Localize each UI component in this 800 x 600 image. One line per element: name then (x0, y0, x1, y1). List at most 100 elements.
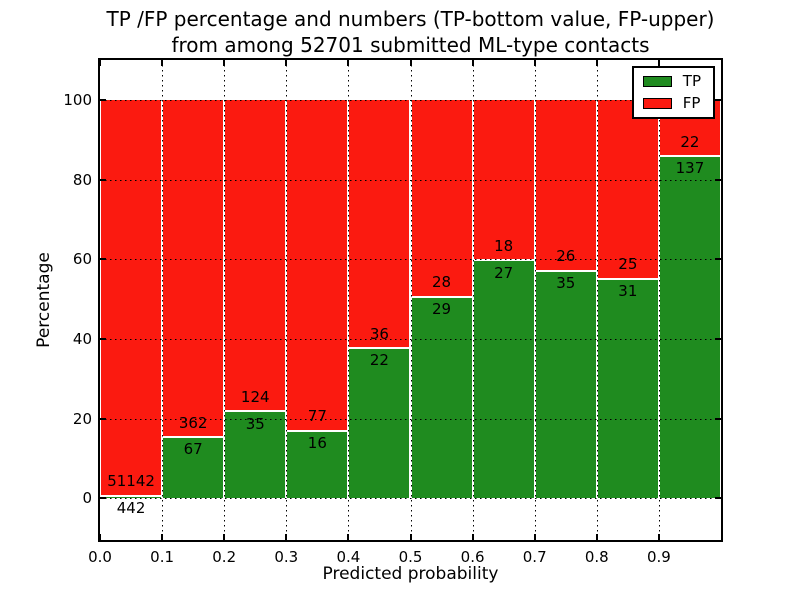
bar-tp-segment (348, 347, 411, 499)
bar-fp-segment (100, 99, 163, 495)
y-tick-mark-left (100, 337, 106, 340)
x-tick-label: 0.5 (398, 548, 423, 566)
x-gridline (596, 60, 598, 540)
x-tick-mark-top (595, 60, 598, 66)
bar-labels-layer: 51142 442 362 67 124 35 77 16 36 22 28 29 18 27 26 35 25… (100, 60, 721, 540)
x-gridline (286, 60, 288, 540)
bar-label-tp: 35 (245, 414, 265, 433)
bar-fp-segment (596, 99, 659, 278)
x-tick-label: 0.2 (212, 548, 237, 566)
x-tick-mark-top (471, 60, 474, 66)
x-gridline (224, 60, 226, 540)
bar-tp-segment (472, 259, 535, 499)
bar-fp-segment (286, 99, 349, 430)
x-tick-mark-top (99, 60, 101, 66)
bar-tp-segment (100, 494, 163, 499)
bar-fp-segment (410, 99, 473, 296)
plot-area: 51142 442 362 67 124 35 77 16 36 22 28 29 18 27 26 35 25… (98, 58, 723, 542)
bars-layer (100, 60, 721, 540)
bar-label-fp: 18 (494, 236, 514, 255)
chart-title: TP /FP percentage and numbers (TP-bottom… (100, 6, 721, 58)
legend-item-tp: TP (642, 72, 701, 90)
bar-label-tp: 27 (494, 263, 514, 282)
x-tick-mark-bottom (409, 534, 412, 540)
y-tick-label: 80 (72, 170, 92, 189)
x-tick-mark-top (347, 60, 350, 66)
bar-label-fp: 362 (178, 413, 208, 432)
bar-fp-segment (348, 99, 411, 348)
x-tick-mark-top (161, 60, 164, 66)
x-gridline (472, 60, 474, 540)
x-tick-label: 0.9 (646, 548, 671, 566)
chart-title-line1: TP /FP percentage and numbers (TP-bottom… (106, 7, 715, 31)
y-tick-label: 20 (72, 409, 92, 428)
y-tick-mark-right (715, 178, 721, 181)
y-tick-mark-right (715, 258, 721, 261)
x-tick-mark-top (533, 60, 536, 66)
y-tick-mark-left (100, 417, 106, 420)
legend-swatch-fp-icon (642, 98, 672, 109)
bar-tp-segment (658, 154, 721, 499)
x-tick-label: 0.4 (336, 548, 361, 566)
x-tick-mark-bottom (161, 534, 164, 540)
legend-label-fp: FP (682, 94, 701, 112)
y-tick-mark-left (100, 258, 106, 261)
y-tick-mark-right (715, 417, 721, 420)
bar-label-tp: 31 (618, 282, 638, 301)
bar-label-fp: 22 (680, 132, 700, 151)
y-tick-label: 40 (72, 329, 92, 348)
legend-label-tp: TP (682, 72, 701, 90)
bar-label-tp: 16 (307, 434, 327, 453)
bar-label-tp: 67 (183, 440, 203, 459)
x-tick-mark-bottom (471, 534, 474, 540)
x-gridline (410, 60, 412, 540)
x-gridline (348, 60, 350, 540)
y-tick-mark-left (100, 98, 106, 101)
x-tick-label: 0.3 (274, 548, 299, 566)
x-tick-mark-bottom (657, 534, 660, 540)
bar-fp-segment (162, 99, 225, 436)
bar-tp-segment (410, 295, 473, 499)
x-gridline (162, 60, 164, 540)
x-axis-label: Predicted probability (322, 564, 499, 584)
y-tick-mark-left (100, 497, 106, 500)
x-tick-label: 0.0 (88, 548, 112, 566)
bar-tp-segment (286, 429, 349, 499)
y-tick-mark-right (715, 98, 721, 101)
x-tick-mark-bottom (223, 534, 226, 540)
x-gridline (658, 60, 660, 540)
bar-label-tp: 29 (432, 299, 452, 318)
y-tick-label: 0 (82, 489, 92, 508)
bar-label-tp: 442 (116, 499, 146, 518)
bar-label-fp: 77 (307, 407, 327, 426)
bar-label-fp: 36 (369, 324, 389, 343)
legend: TP FP (631, 66, 715, 119)
bar-label-fp: 124 (240, 388, 270, 407)
gridlines-layer (100, 60, 721, 540)
y-tick-label: 60 (72, 250, 92, 269)
bar-tp-segment (534, 269, 597, 499)
x-tick-label: 0.6 (460, 548, 485, 566)
y-tick-mark-right (715, 497, 721, 500)
x-tick-mark-top (657, 60, 660, 66)
bar-label-fp: 26 (556, 247, 576, 266)
x-tick-label: 0.7 (522, 548, 547, 566)
x-tick-mark-bottom (533, 534, 536, 540)
x-tick-mark-top (409, 60, 412, 66)
bar-label-tp: 22 (369, 351, 389, 370)
bar-label-tp: 137 (675, 159, 705, 178)
ticks-layer (99, 60, 721, 540)
legend-item-fp: FP (642, 94, 701, 112)
x-tick-mark-top (223, 60, 226, 66)
y-tick-mark-left (100, 178, 106, 181)
bar-tp-segment (596, 277, 659, 499)
bar-label-fp: 51142 (107, 472, 155, 491)
x-tick-mark-bottom (595, 534, 598, 540)
bar-fp-segment (534, 99, 597, 270)
y-tick-label: 100 (63, 90, 92, 109)
bar-label-fp: 25 (618, 255, 638, 274)
chart-title-line2: from among 52701 submitted ML-type conta… (171, 33, 650, 57)
bar-fp-segment (224, 99, 287, 411)
x-tick-label: 0.1 (150, 548, 175, 566)
